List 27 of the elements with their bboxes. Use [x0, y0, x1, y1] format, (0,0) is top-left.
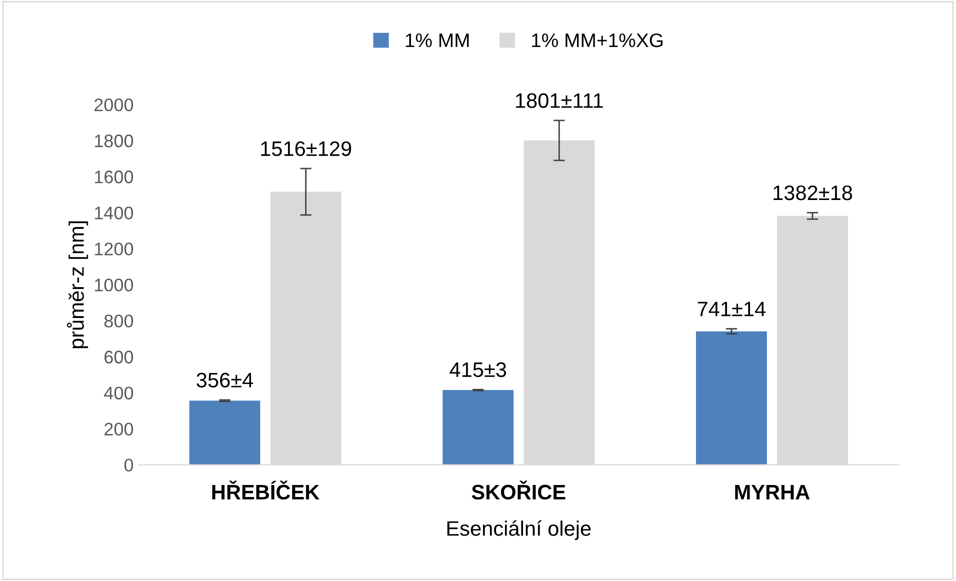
y-axis-title: průměr-z [nm] — [66, 221, 88, 348]
y-tick-label: 400 — [104, 386, 134, 400]
y-tick-label: 1800 — [94, 134, 134, 148]
x-tick-label: HŘEBÍČEK — [212, 480, 320, 500]
bar — [696, 331, 767, 465]
data-label: 1516±129 — [261, 141, 352, 156]
legend-label: 1% MM — [406, 34, 469, 48]
y-tick-label: 0 — [124, 458, 134, 472]
y-tick-label: 800 — [104, 314, 134, 328]
y-tick-label: 2000 — [94, 98, 134, 112]
data-label: 1382±18 — [774, 185, 852, 200]
x-axis-title: Esenciální oleje — [447, 520, 591, 540]
data-label: 1801±111 — [516, 93, 603, 108]
y-tick-label: 1600 — [94, 170, 134, 184]
legend-label: 1% MM+1%XG — [532, 33, 663, 48]
x-tick-label: MYRHA — [735, 485, 810, 500]
y-tick-label: 1000 — [94, 278, 134, 292]
x-tick-label: SKOŘICE — [472, 480, 566, 500]
bar — [189, 400, 260, 465]
data-label: 741±14 — [698, 302, 766, 316]
y-tick-label: 1400 — [94, 206, 134, 220]
data-label: 356±4 — [196, 372, 254, 388]
y-tick-label: 1200 — [94, 242, 134, 256]
data-label: 415±3 — [450, 362, 506, 378]
y-tick-label: 600 — [104, 350, 134, 364]
bar — [442, 390, 514, 465]
y-tick-label: 200 — [104, 422, 134, 436]
